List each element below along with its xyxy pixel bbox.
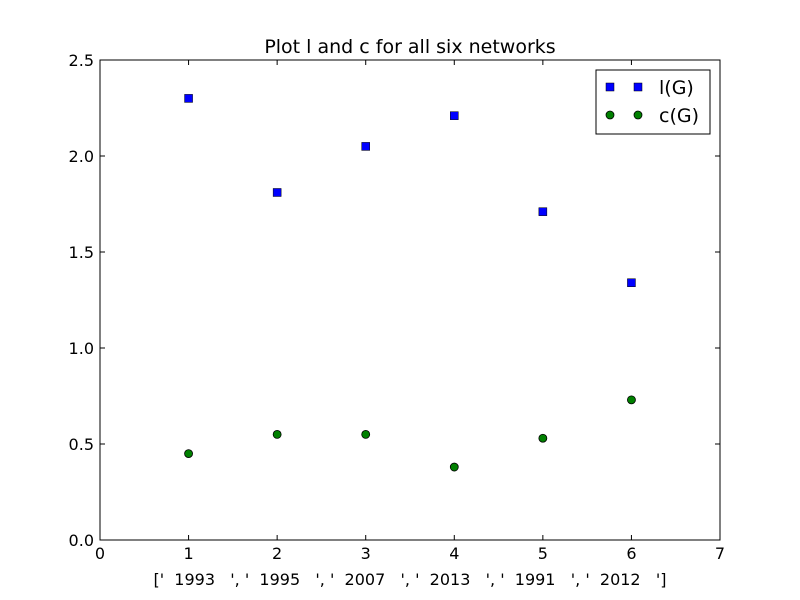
tick-labels: 0 1 2 3 4 5 6 7 0.0 0.5 1.0 1.5 2.0 2.5 <box>69 51 726 563</box>
plot-area <box>99 59 721 541</box>
x-tick-label: 0 <box>95 544 105 563</box>
legend-label-lg: l(G) <box>659 77 694 99</box>
legend-label-cg: c(G) <box>659 105 699 127</box>
data-point-lg <box>361 142 370 151</box>
legend-marker-lg <box>605 82 615 92</box>
y-tick-label: 0.0 <box>69 531 94 550</box>
y-tick-label: 0.5 <box>69 435 94 454</box>
data-point-lg <box>450 111 459 120</box>
legend: l(G) c(G) <box>595 69 711 135</box>
x-tick-label: 3 <box>361 544 371 563</box>
data-point-cg <box>361 429 371 439</box>
x-axis-label: [' 1993 ', ' 1995 ', ' 2007 ', ' 2013 ',… <box>153 570 666 589</box>
legend-marker-cg <box>633 110 643 120</box>
data-point-lg <box>627 278 636 287</box>
axes-frame <box>99 59 721 541</box>
data-point-cg <box>184 449 193 459</box>
data-point-cg <box>627 395 636 405</box>
data-point-lg <box>538 207 548 216</box>
data-point-lg <box>272 188 282 197</box>
y-tick-label: 1.5 <box>69 243 94 262</box>
data-point-lg <box>184 94 193 103</box>
legend-box <box>595 69 711 135</box>
data-marks <box>184 94 636 472</box>
data-point-cg <box>538 433 548 443</box>
axis-ticks <box>99 59 721 541</box>
x-tick-label: 7 <box>715 544 725 563</box>
x-tick-label: 5 <box>538 544 548 563</box>
x-tick-label: 6 <box>626 544 636 563</box>
x-tick-label: 4 <box>449 544 459 563</box>
data-point-cg <box>449 462 459 472</box>
data-point-cg <box>272 429 282 439</box>
y-tick-label: 1.0 <box>69 339 94 358</box>
legend-marker-cg <box>605 110 615 120</box>
x-tick-label: 2 <box>272 544 282 563</box>
chart-title: Plot l and c for all six networks <box>264 36 555 58</box>
x-tick-label: 1 <box>183 544 193 563</box>
legend-marker-lg <box>633 82 643 92</box>
y-tick-label: 2.0 <box>69 147 94 166</box>
y-tick-label: 2.5 <box>69 51 94 70</box>
